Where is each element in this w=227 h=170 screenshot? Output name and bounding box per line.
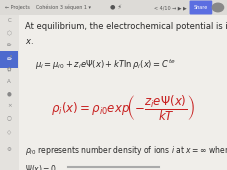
Text: $x$.: $x$. bbox=[25, 37, 34, 46]
Text: $\Psi(x) = 0$: $\Psi(x) = 0$ bbox=[25, 163, 58, 170]
Text: ◇: ◇ bbox=[7, 130, 11, 135]
Text: A: A bbox=[7, 79, 11, 84]
Text: ↗: ↗ bbox=[7, 55, 12, 60]
Text: ⚙: ⚙ bbox=[7, 147, 12, 152]
Text: ×: × bbox=[7, 103, 12, 108]
Text: ← Projects    Cohésion 3 séquen 1 ▾: ← Projects Cohésion 3 séquen 1 ▾ bbox=[5, 5, 91, 10]
Text: $\rho_{i0}$ represents number density of ions $i$ at $x = \infty$ when: $\rho_{i0}$ represents number density of… bbox=[25, 144, 227, 157]
Text: ✿: ✿ bbox=[7, 67, 12, 72]
Circle shape bbox=[212, 3, 224, 12]
Text: $\mu_i = \mu_{i0} + z_i e\Psi(x) + kT\ln\rho_i(x) = C^{te}$: $\mu_i = \mu_{i0} + z_i e\Psi(x) + kT\ln… bbox=[35, 57, 175, 72]
Bar bbox=[0, 0, 227, 15]
Bar bbox=[0, 15, 19, 170]
Text: ✏: ✏ bbox=[7, 43, 12, 48]
Text: ●: ● bbox=[7, 91, 12, 96]
Text: < 4/10 → ▶ ▶: < 4/10 → ▶ ▶ bbox=[154, 5, 187, 10]
FancyBboxPatch shape bbox=[190, 1, 212, 14]
Text: Share: Share bbox=[194, 5, 208, 10]
Text: $\rho_i(x) = \rho_{i0}exp\!\left(-\dfrac{z_i e\Psi(x)}{kT}\right)$: $\rho_i(x) = \rho_{i0}exp\!\left(-\dfrac… bbox=[51, 93, 195, 123]
Bar bbox=[0, 51, 18, 68]
Text: At equilibrium, the electrochemical potential is independent of: At equilibrium, the electrochemical pote… bbox=[25, 22, 227, 31]
Text: ○: ○ bbox=[7, 115, 12, 120]
Text: ✏: ✏ bbox=[7, 57, 12, 62]
Text: C: C bbox=[7, 18, 11, 23]
Text: ⬡: ⬡ bbox=[7, 31, 12, 37]
Text: ● ⚡: ● ⚡ bbox=[106, 5, 121, 10]
